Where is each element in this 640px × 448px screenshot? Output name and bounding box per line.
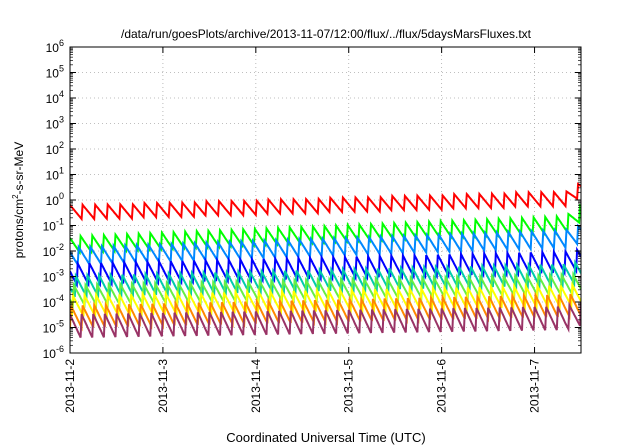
y-tick-label-base: 10 xyxy=(46,169,60,183)
series-line xyxy=(70,301,581,338)
series-line xyxy=(70,270,581,309)
y-tick-label-exp: 3 xyxy=(59,115,64,125)
y-axis-label-sup: 2 xyxy=(11,194,20,199)
y-tick-label-exp: -3 xyxy=(56,268,64,278)
y-tick-label-exp: 1 xyxy=(59,166,64,176)
y-tick-label-exp: -6 xyxy=(56,344,64,354)
y-tick-label-base: 10 xyxy=(43,245,57,259)
x-tick-label: 2013-11-3 xyxy=(156,359,170,413)
x-tick-label: 2013-11-5 xyxy=(342,359,356,413)
y-tick-label: 10-4 xyxy=(43,293,64,310)
x-tick-label: 2013-11-4 xyxy=(249,359,263,413)
y-tick-label-base: 10 xyxy=(46,194,60,208)
y-tick-label-base: 10 xyxy=(43,220,57,234)
y-tick-label-exp: -1 xyxy=(56,217,64,227)
y-tick-label: 10-1 xyxy=(43,217,64,234)
y-tick-label-base: 10 xyxy=(46,67,60,81)
y-tick-label-base: 10 xyxy=(43,271,57,285)
y-tick-label-exp: -4 xyxy=(56,293,64,303)
y-axis-label-rest: -s-sr-MeV xyxy=(12,142,26,195)
y-tick-label: 100 xyxy=(46,191,64,208)
y-tick-label-base: 10 xyxy=(43,296,57,310)
series-line xyxy=(70,246,581,289)
y-tick-label: 103 xyxy=(46,115,64,132)
y-tick-label-exp: -2 xyxy=(56,242,64,252)
series-line xyxy=(70,182,581,222)
plot-frame xyxy=(69,46,582,354)
x-tick-label: 2013-11-7 xyxy=(528,359,542,413)
x-tick-label: 2013-11-2 xyxy=(63,359,77,413)
y-axis-label: protons/cm2-s-sr-MeV xyxy=(11,142,26,258)
x-axis-label: Coordinated Universal Time (UTC) xyxy=(226,430,425,445)
y-axis-label-base: protons/cm xyxy=(12,199,26,258)
y-tick-label: 10-6 xyxy=(43,344,64,361)
y-tick-label-exp: 2 xyxy=(59,140,64,150)
y-tick-label: 105 xyxy=(46,64,64,81)
y-tick-label: 10-2 xyxy=(43,242,64,259)
x-tick-label: 2013-11-6 xyxy=(435,359,449,413)
y-tick-label-base: 10 xyxy=(46,41,60,55)
chart-title: /data/run/goesPlots/archive/2013-11-07/1… xyxy=(121,27,532,41)
y-tick-label-exp: 5 xyxy=(59,64,64,74)
axes: 10610510410310210110010-110-210-310-410-… xyxy=(43,38,582,413)
y-tick-label-base: 10 xyxy=(46,92,60,106)
y-tick-label: 104 xyxy=(46,89,64,106)
y-tick-label-exp: 0 xyxy=(59,191,64,201)
y-tick-label-base: 10 xyxy=(43,322,57,336)
series-layer xyxy=(70,182,581,338)
y-tick-label: 106 xyxy=(46,38,64,55)
y-tick-label-base: 10 xyxy=(46,143,60,157)
series-line xyxy=(70,203,581,256)
y-tick-label-exp: 4 xyxy=(59,89,64,99)
y-tick-label: 10-5 xyxy=(43,319,64,336)
y-tick-label-base: 10 xyxy=(46,118,60,132)
y-tick-label: 10-3 xyxy=(43,268,64,285)
y-tick-label-base: 10 xyxy=(43,347,57,361)
y-tick-label: 101 xyxy=(46,166,64,183)
y-tick-label: 102 xyxy=(46,140,64,157)
y-tick-label-exp: -5 xyxy=(56,319,64,329)
y-tick-label-exp: 6 xyxy=(59,38,64,48)
series-line xyxy=(70,223,581,269)
